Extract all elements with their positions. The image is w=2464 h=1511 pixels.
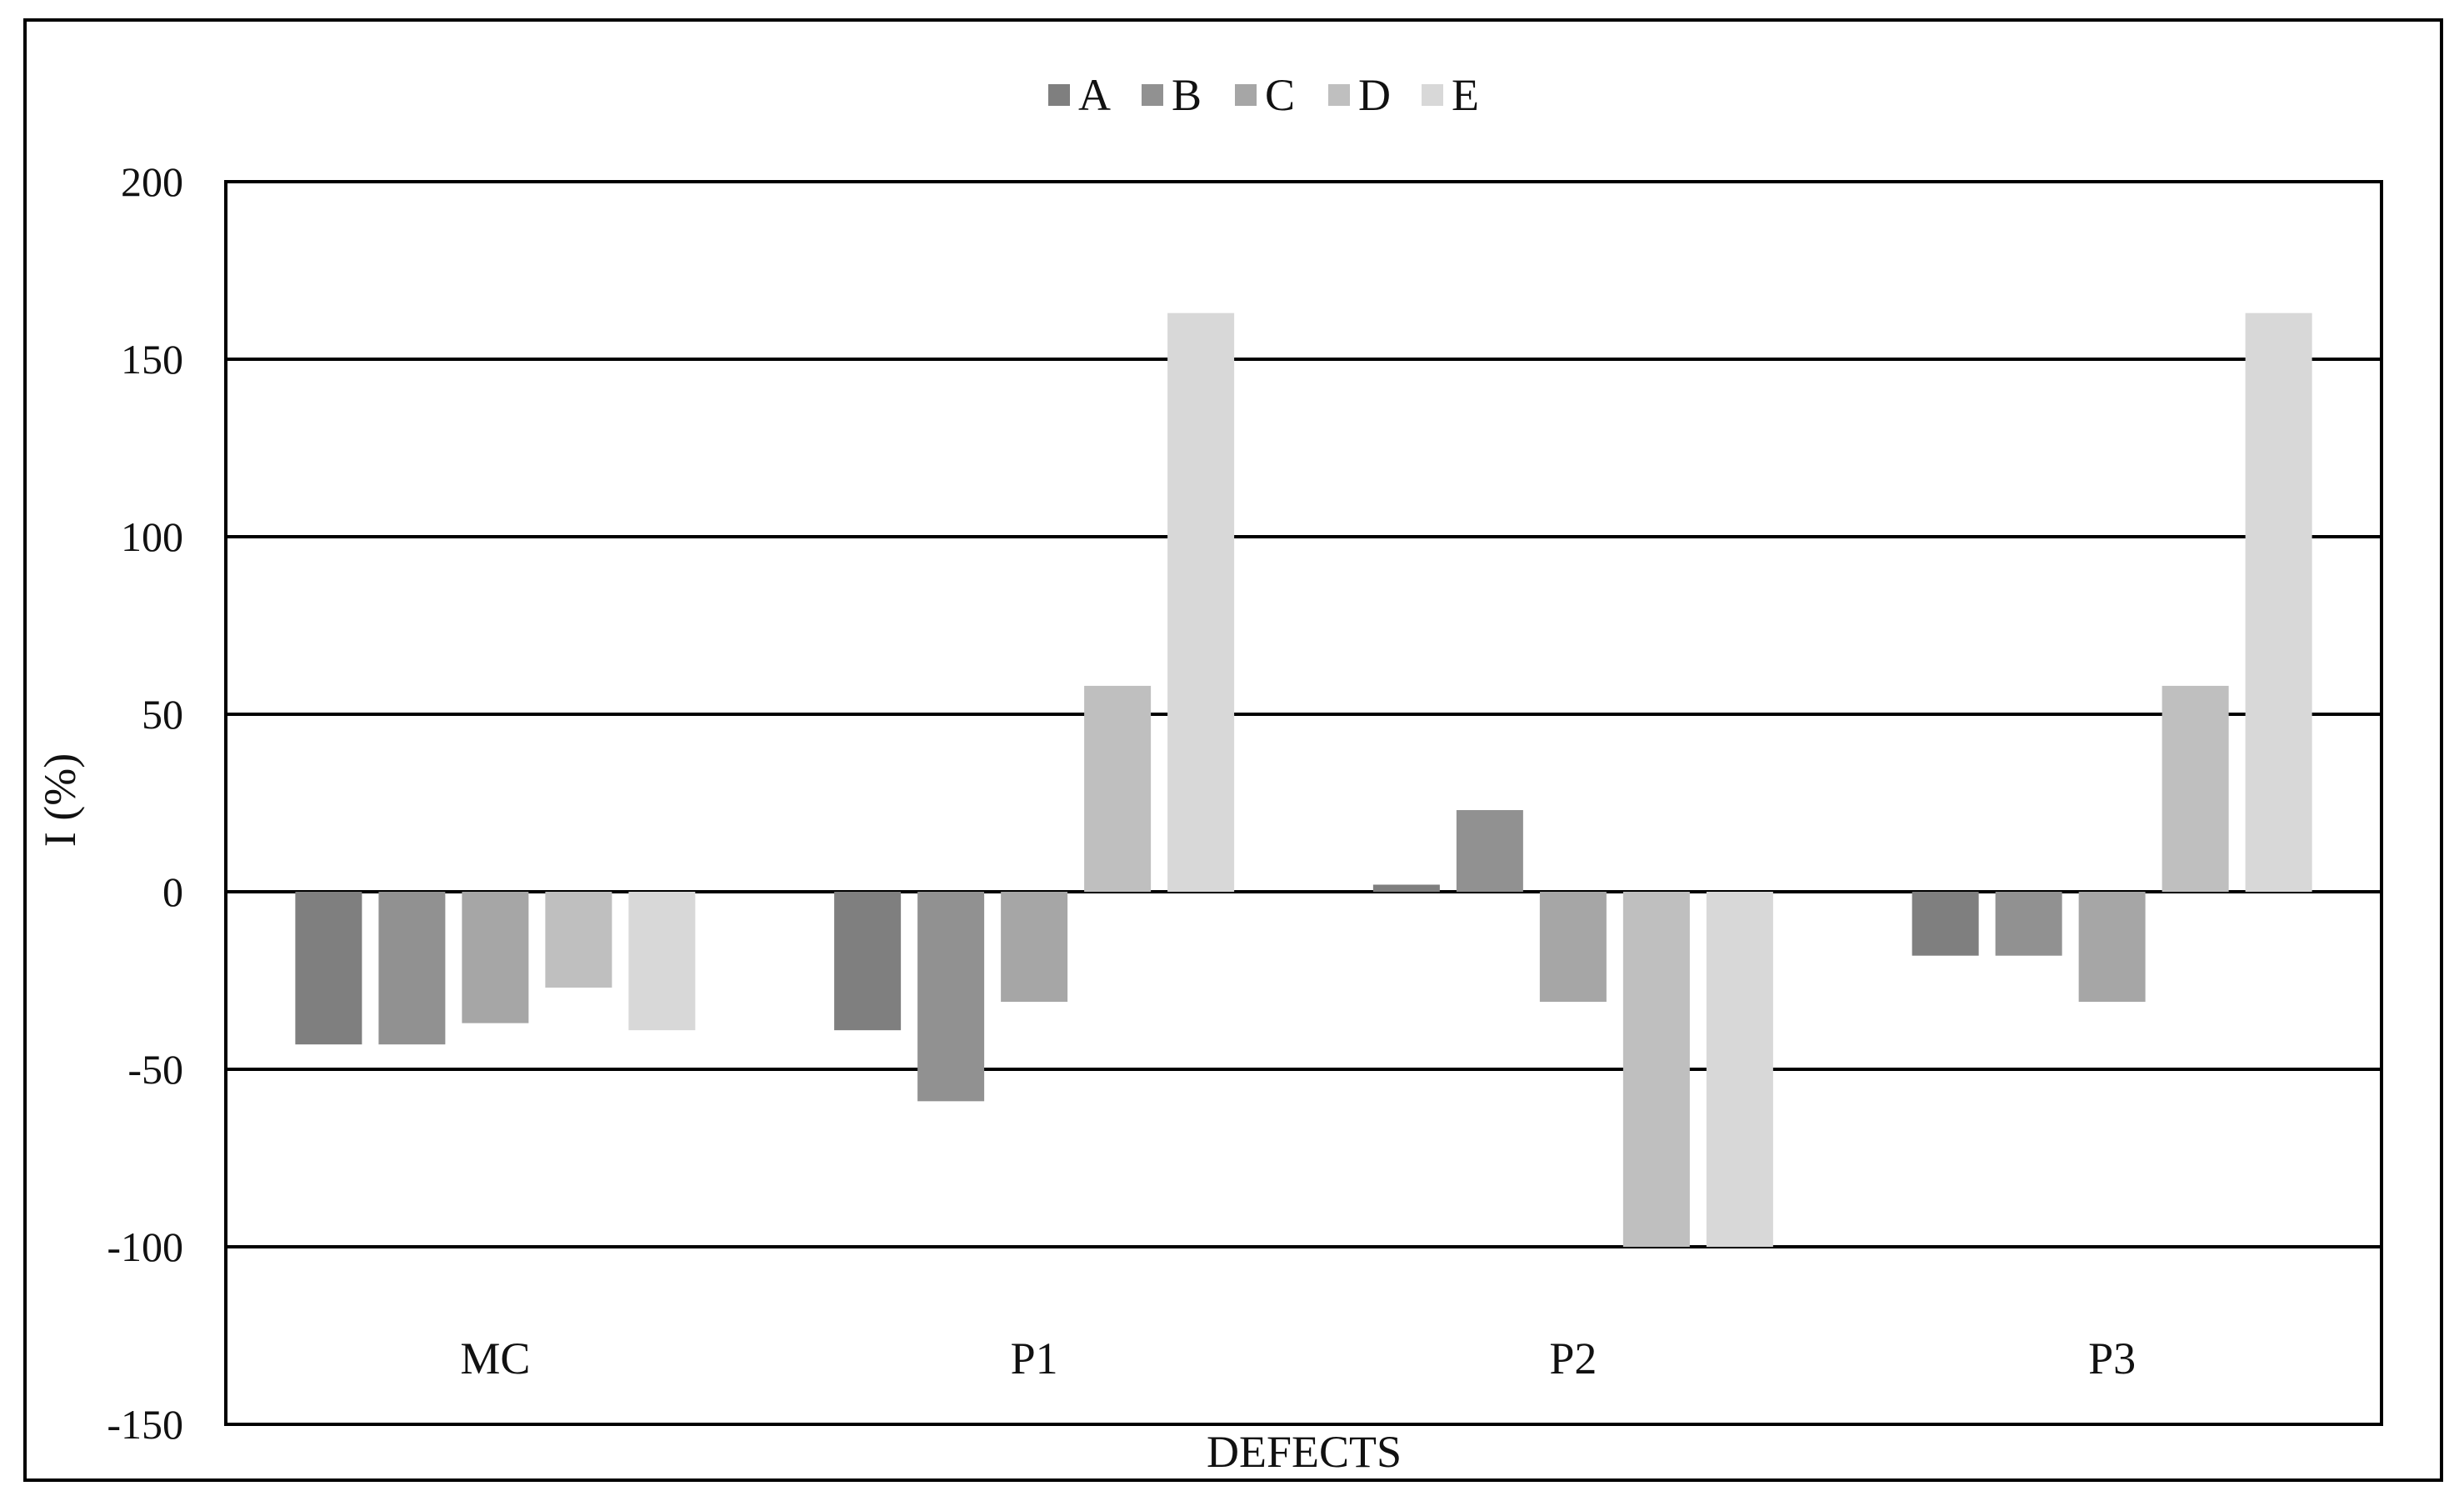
x-category-label: P3 bbox=[2088, 1333, 2136, 1383]
bar-b-p2 bbox=[1456, 810, 1523, 892]
bar-c-p1 bbox=[1001, 892, 1068, 1003]
legend-label: E bbox=[1452, 70, 1479, 120]
legend-swatch bbox=[1422, 84, 1443, 106]
legend-label: A bbox=[1078, 70, 1111, 120]
bar-e-p1 bbox=[1167, 313, 1235, 892]
bar-a-p2 bbox=[1372, 884, 1440, 892]
y-axis-ticks: 200 150 100 50 0 -50 -100 -150 bbox=[107, 158, 183, 1448]
bar-b-p3 bbox=[1995, 892, 2062, 956]
y-tick-label: 200 bbox=[121, 158, 183, 205]
y-tick-label: 150 bbox=[121, 336, 183, 383]
legend-swatch bbox=[1328, 84, 1350, 106]
bars bbox=[295, 313, 2312, 1247]
bar-e-p2 bbox=[1706, 892, 1773, 1247]
legend-label: B bbox=[1172, 70, 1202, 120]
y-tick-label: -100 bbox=[107, 1223, 183, 1270]
bar-d-p1 bbox=[1084, 685, 1152, 892]
y-tick-label: 50 bbox=[142, 691, 183, 738]
y-tick-label: 100 bbox=[121, 513, 183, 560]
bar-d-mc bbox=[545, 892, 612, 988]
plot-area-border bbox=[224, 180, 2383, 1426]
x-category-label: MC bbox=[460, 1333, 530, 1383]
bar-b-p1 bbox=[917, 892, 985, 1102]
y-tick-label: 0 bbox=[162, 868, 183, 915]
bar-e-p3 bbox=[2245, 313, 2312, 892]
bar-c-p2 bbox=[1539, 892, 1607, 1003]
bar-e-mc bbox=[628, 892, 696, 1031]
bar-a-p1 bbox=[834, 892, 902, 1031]
bar-d-p3 bbox=[2162, 685, 2229, 892]
legend-label: D bbox=[1358, 70, 1391, 120]
x-axis-title: DEFECTS bbox=[1207, 1427, 1402, 1477]
legend-swatch bbox=[1235, 84, 1257, 106]
bar-c-p3 bbox=[2078, 892, 2146, 1003]
bar-a-p3 bbox=[1912, 892, 1979, 956]
bar-b-mc bbox=[378, 892, 446, 1045]
y-tick-label: -50 bbox=[127, 1046, 183, 1093]
legend: A B C D E bbox=[1048, 70, 1479, 120]
bar-c-mc bbox=[462, 892, 529, 1023]
bar-a-mc bbox=[295, 892, 362, 1045]
legend-label: C bbox=[1265, 70, 1295, 120]
legend-swatch bbox=[1048, 84, 1070, 106]
x-category-label: P1 bbox=[1011, 1333, 1058, 1383]
legend-swatch bbox=[1142, 84, 1163, 106]
x-category-label: P2 bbox=[1549, 1333, 1597, 1383]
y-tick-label: -150 bbox=[107, 1401, 183, 1448]
y-axis-title: I (%) bbox=[35, 753, 85, 847]
bar-d-p2 bbox=[1622, 892, 1690, 1247]
x-axis-categories: MC P1 P2 P3 bbox=[460, 1333, 2136, 1383]
